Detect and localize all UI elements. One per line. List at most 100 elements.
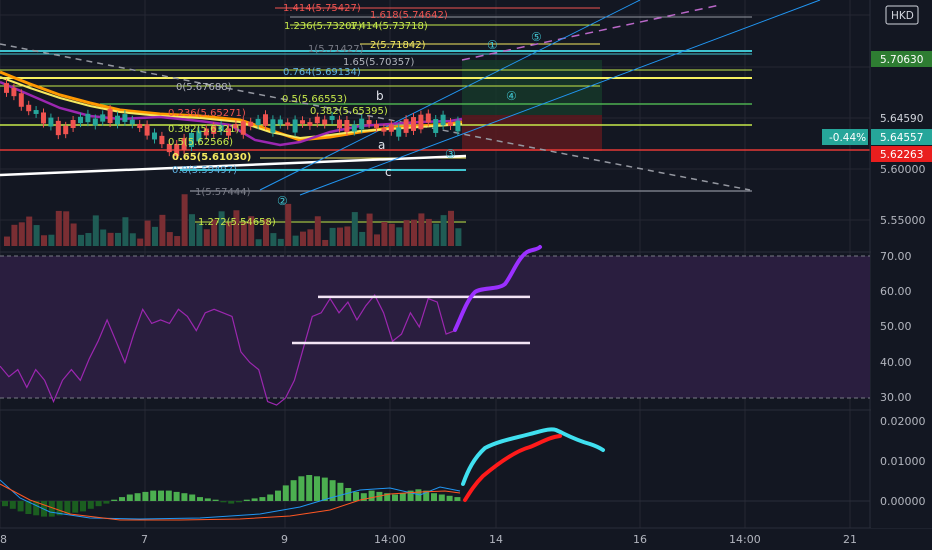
volume-bar (388, 223, 395, 246)
candle-body (351, 124, 357, 132)
fib-label: 0.5(5.66553) (282, 94, 347, 105)
volume-bar (240, 222, 247, 246)
candle-body (33, 110, 39, 114)
svg-text:5.64557: 5.64557 (880, 132, 923, 144)
volume-bar (129, 233, 136, 246)
candle-body (26, 104, 32, 112)
macd-hist-bar (25, 501, 32, 514)
candle-body (11, 87, 17, 97)
channel-line-blue (259, 0, 641, 191)
currency-badge[interactable]: HKD (885, 5, 919, 25)
macd-projection-red (463, 434, 562, 502)
candle-body (226, 128, 231, 136)
candle-body (218, 124, 224, 132)
candle-body (48, 117, 54, 127)
volume-bar (70, 223, 77, 246)
candle-body (70, 119, 76, 129)
candle-body (418, 114, 424, 130)
rsi-panel (0, 245, 870, 406)
candle-body (300, 120, 305, 124)
macd-hist-bar (142, 491, 149, 501)
volume-bar (122, 217, 129, 246)
candle-body (233, 123, 239, 129)
time-tick: 8 (0, 533, 7, 546)
macd-hist-bar (80, 501, 86, 512)
wave-label-5: ⑤ (531, 30, 542, 44)
volume-bar (26, 216, 33, 246)
candle-body (388, 124, 394, 132)
fib-label: 0.8(5.59497) (172, 165, 237, 176)
candle-body (240, 121, 246, 135)
time-tick: 7 (141, 533, 148, 546)
fib-label: 1.236(5.73207) (284, 21, 362, 32)
svg-text:5.64590: 5.64590 (880, 113, 923, 125)
candle-body (329, 115, 335, 121)
candle-body (41, 112, 46, 124)
candle-body (4, 83, 9, 93)
macd-hist-bar (64, 501, 71, 514)
candle-body (78, 116, 83, 124)
candle-body (359, 118, 365, 130)
channel-line-blue (299, 0, 821, 196)
candle-body (100, 114, 106, 122)
target-zone-red (462, 115, 602, 151)
fib-label: 1.65(5.70357) (343, 57, 415, 68)
fib-label: 1.414(5.73718) (350, 21, 428, 32)
price-tag-5-70630: 5.70630 (871, 51, 932, 67)
fib-label: 0.764(5.69134) (283, 67, 361, 78)
volume-bar (107, 232, 114, 246)
volume-bars (4, 194, 462, 246)
fib-label: 0.382(5.6321) (168, 124, 240, 135)
time-axis: 8 7 9 14:00 14 16 14:00 21 (0, 533, 857, 546)
candle-body (285, 122, 291, 126)
candle-body (433, 119, 439, 133)
candle-body (277, 119, 283, 125)
candle-body (366, 120, 372, 124)
macd-tick: 0.02000 (880, 415, 926, 428)
candle-body (263, 114, 268, 126)
wave-label-b: b (376, 89, 384, 103)
volume-bar (174, 236, 181, 246)
macd-hist-bar (17, 501, 24, 512)
volume-bar (403, 220, 410, 246)
macd-hist-bar (368, 490, 375, 501)
rsi-projection-arrow (453, 245, 542, 332)
macd-projection-cyan (461, 427, 605, 486)
wave-label-2: ② (277, 194, 288, 208)
svg-text:5.62263: 5.62263 (880, 149, 923, 161)
candle-body (107, 108, 113, 124)
fib-label: 1.414(5.75427) (283, 3, 361, 14)
macd-hist-bar (314, 476, 320, 501)
volume-bar (329, 227, 336, 246)
fib-label: 0.65(5.61030) (172, 152, 251, 163)
macd-hist-bar (181, 493, 188, 501)
macd-hist-bar (228, 501, 235, 504)
candle-body (137, 123, 143, 129)
macd-hist-bar (173, 491, 180, 501)
macd-hist-bar (48, 501, 55, 517)
macd-hist-bar (360, 493, 367, 501)
wave-label-4: ④ (506, 89, 517, 103)
candle-body (440, 114, 446, 126)
fib-label: 2(5.71842) (370, 40, 426, 51)
volume-bar (48, 234, 55, 246)
price-tick: 5.55000 (880, 214, 926, 227)
macd-hist-bar (259, 497, 266, 501)
fib-label: 1(5.71427) (308, 44, 364, 55)
macd-hist-bar (407, 490, 414, 501)
volume-bar (166, 232, 173, 246)
svg-text:5.70630: 5.70630 (880, 54, 923, 66)
macd-hist-bar (431, 493, 437, 501)
time-tick: 14 (489, 533, 503, 546)
candle-body (203, 128, 209, 136)
volume-bar (285, 203, 292, 246)
candle-body (196, 130, 202, 142)
volume-bar (196, 223, 203, 246)
signal-line (0, 483, 461, 521)
candle-body (292, 119, 298, 133)
macd-hist-bar (306, 475, 313, 501)
volume-bar (144, 220, 151, 246)
macd-hist-bar (337, 482, 344, 501)
fib-label: 1.618(5.74642) (370, 10, 448, 21)
